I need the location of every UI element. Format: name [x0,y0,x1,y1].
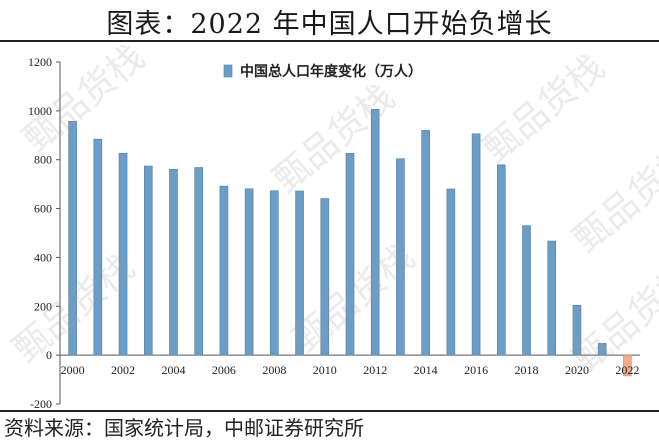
y-tick-label: 0 [46,348,52,362]
x-tick-label: 2002 [111,363,135,377]
bar-2002 [118,153,128,356]
bar-2000 [68,121,77,356]
bar-2013 [396,158,405,356]
bar-2006 [219,185,229,356]
legend-swatch [223,64,233,78]
legend-label: 中国总人口年度变化（万人） [240,63,422,80]
y-tick-label: -200 [30,397,52,411]
y-tick-label: 800 [34,153,52,167]
x-tick-label: 2006 [212,363,236,377]
source-rule [0,410,659,412]
x-tick-label: 2018 [515,363,539,377]
bar-2019 [547,240,557,356]
y-tick-label: 400 [34,250,52,264]
bar-2003 [143,165,153,356]
bar-2012 [370,109,380,356]
bar-2022 [623,354,632,377]
x-tick-label: 2012 [363,363,387,377]
bar-2009 [295,190,304,356]
bar-2014 [421,130,430,356]
bar-2005 [194,167,203,356]
page-title: 图表：2022 年中国人口开始负增长 [106,9,553,40]
y-tick-label: 200 [34,299,52,313]
bar-2016 [471,133,481,356]
y-tick-label: 600 [34,202,52,216]
population-change-chart: -200 0 200 400 600 800 1000 1200 2000 2002 2004 200… [28,55,640,411]
x-tick-label: 2014 [414,363,438,377]
y-tick-label: 1000 [28,104,52,118]
bar-2017 [497,164,506,356]
bar-2001 [93,138,103,356]
title-rule [0,40,659,42]
bar-2015 [446,188,456,356]
bar-2021 [597,343,607,356]
bar-2007 [244,188,254,356]
bar-2010 [320,198,330,356]
bar-2004 [169,168,178,356]
x-tick-label: 2008 [262,363,286,377]
x-tick-label: 2010 [313,363,337,377]
bar-2018 [522,225,531,356]
bar-2011 [345,153,355,356]
y-tick-label: 1200 [28,55,52,69]
x-tick-label: 2022 [615,363,639,377]
bar-2008 [270,190,279,356]
x-tick-label: 2020 [565,363,589,377]
x-tick-label: 2000 [61,363,85,377]
bar-2020 [572,305,582,356]
x-tick-label: 2016 [464,363,488,377]
source-note: 资料来源：国家统计局，中邮证券研究所 [4,416,364,440]
x-tick-label: 2004 [161,363,185,377]
